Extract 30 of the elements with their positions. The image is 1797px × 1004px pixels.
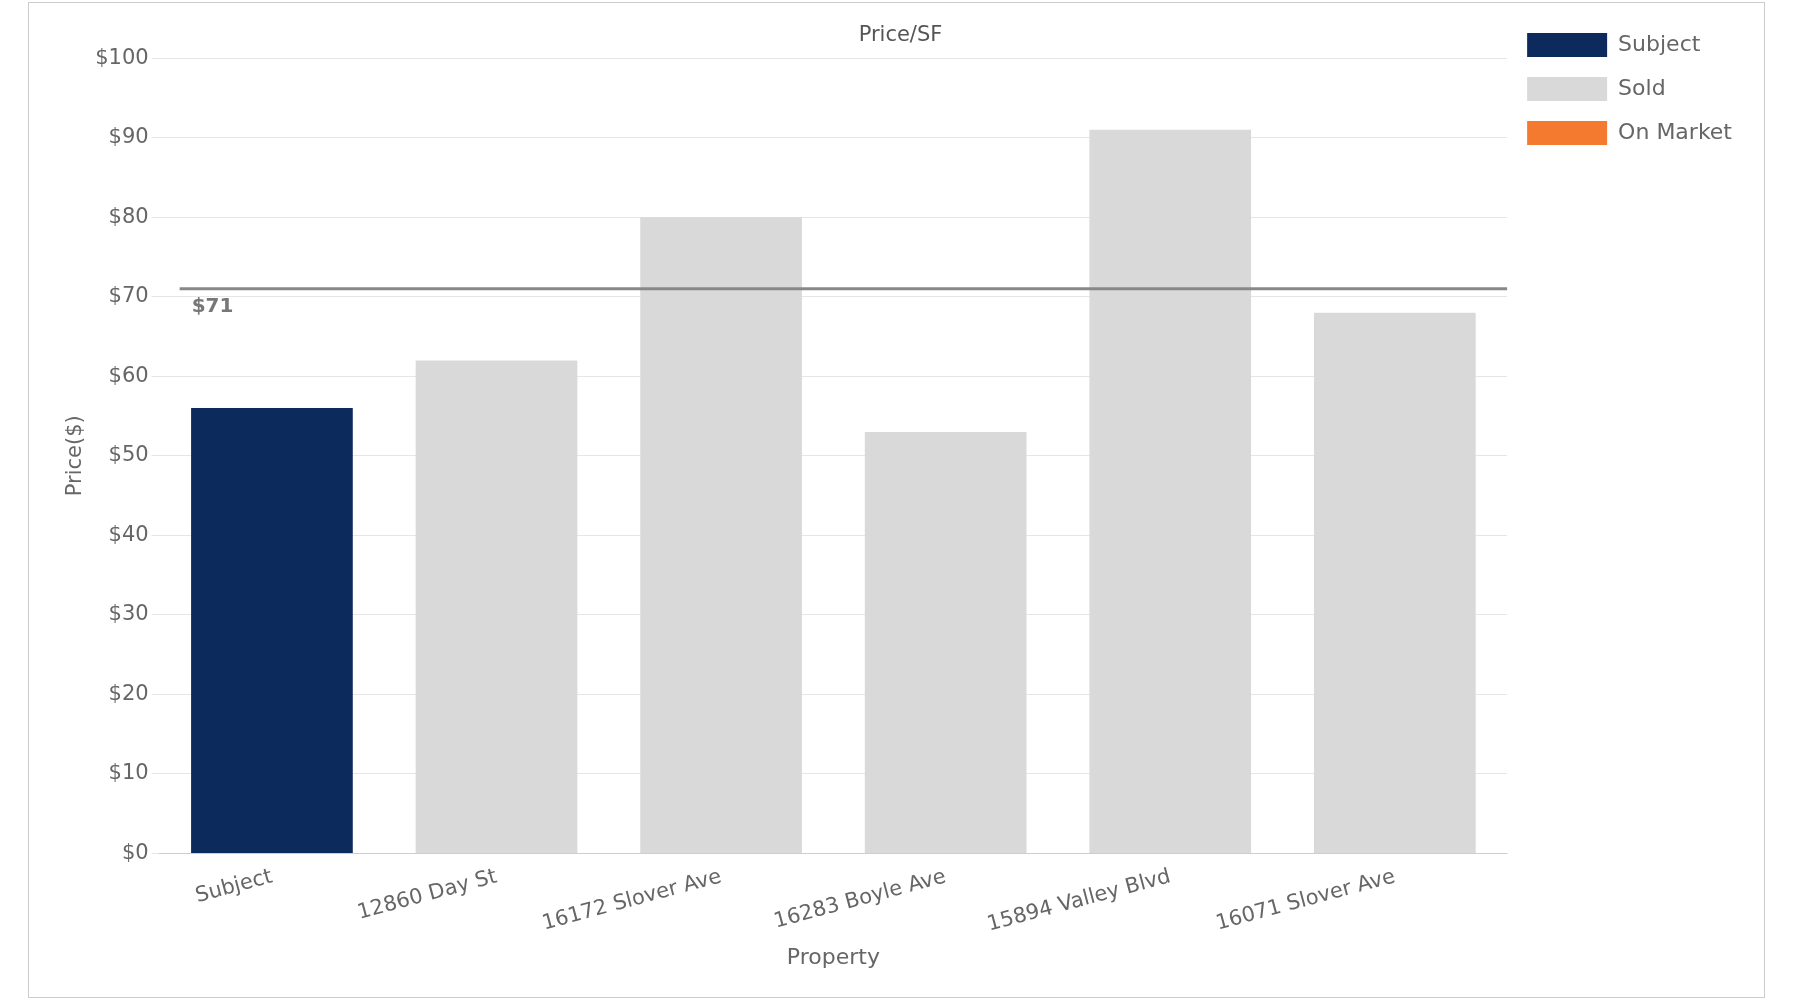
y-tick-label: $50 [108, 442, 149, 467]
y-axis-title: Price($) [62, 415, 87, 497]
legend-label: Sold [1618, 74, 1666, 100]
y-tick-label: $30 [108, 601, 149, 626]
y-tick-label: $10 [108, 760, 149, 785]
y-tick-label: $20 [108, 680, 149, 705]
bar [415, 360, 578, 853]
y-tick-label: $70 [108, 283, 149, 308]
legend-label: On Market [1618, 118, 1733, 144]
x-tick-label: 16283 Boyle Ave [771, 863, 949, 933]
y-tick-label: $60 [108, 362, 149, 387]
x-tick-label: 16071 Slover Ave [1212, 863, 1398, 935]
x-tick-label: Subject [192, 863, 275, 907]
y-tick-label: $0 [121, 839, 149, 864]
x-tick-label: 16172 Slover Ave [539, 863, 724, 935]
x-tick-label: 15894 Valley Blvd [984, 863, 1173, 936]
bar [864, 431, 1027, 853]
bar [1089, 129, 1252, 853]
legend-label: Subject [1618, 30, 1701, 56]
y-tick-label: $40 [108, 521, 149, 546]
x-axis-title: Property [786, 943, 880, 969]
bar [191, 408, 353, 853]
bar [640, 217, 802, 853]
y-tick-label: $80 [108, 203, 149, 228]
bar [1313, 312, 1476, 853]
x-tick-label: 12860 Day St [354, 863, 500, 924]
chart-title: Price/SF [858, 22, 943, 47]
y-tick-label: $100 [95, 44, 149, 69]
ref-line-label: $71 [191, 293, 234, 318]
y-tick-label: $90 [108, 124, 149, 149]
